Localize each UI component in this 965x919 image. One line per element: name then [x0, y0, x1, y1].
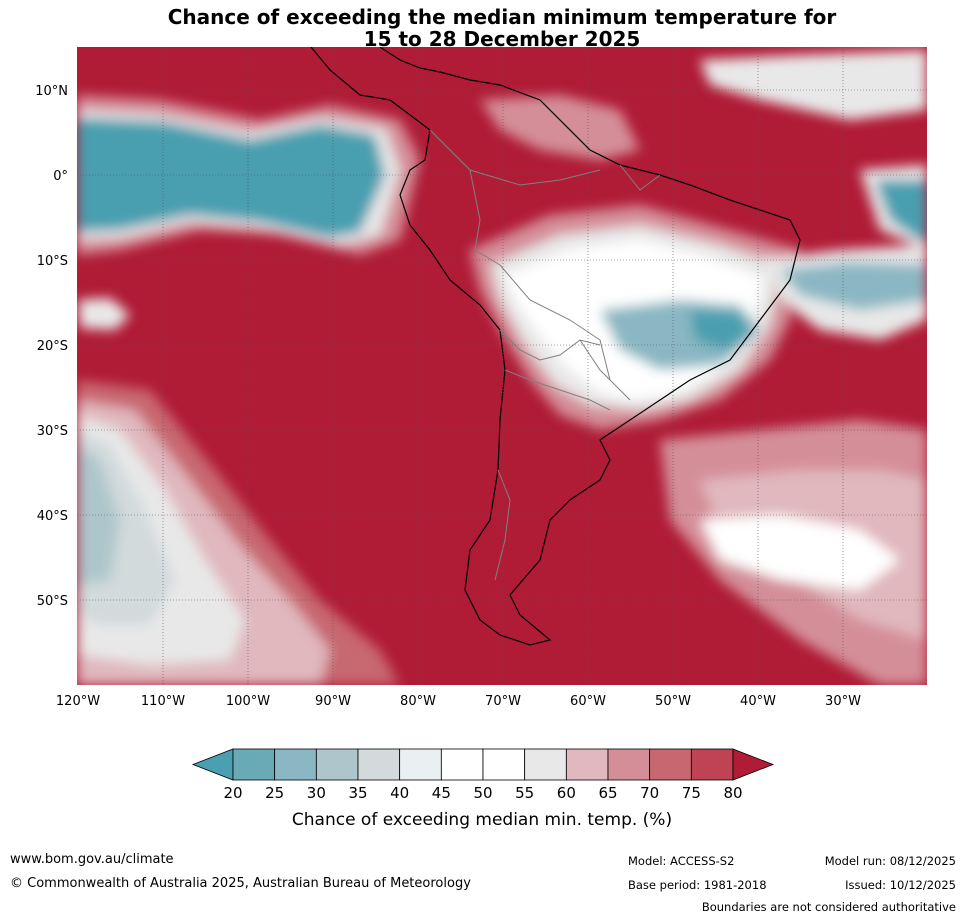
footer-model: Model: ACCESS-S2 [628, 854, 735, 868]
lon-tick-label: 80°W [400, 694, 436, 709]
map-title-line2: 15 to 28 December 2025 [363, 27, 641, 51]
footer-disclaimer: Boundaries are not considered authoritat… [701, 900, 956, 914]
colorbar-tick-label: 40 [390, 784, 409, 802]
colorbar: 20 25 30 35 40 45 50 55 60 65 70 75 80 [191, 748, 775, 802]
colorbar-segment [357, 748, 401, 781]
colorbar-segment [649, 748, 692, 781]
colorbar-tick-label: 35 [348, 784, 367, 802]
footer-copyright: © Commonwealth of Australia 2025, Austra… [10, 876, 471, 891]
country-borders [429, 129, 661, 581]
central-south-america-anomaly [470, 205, 800, 430]
colorbar-segment [607, 748, 651, 781]
colorbar-tick-label: 25 [265, 784, 284, 802]
lat-tick-label: 50°S [37, 594, 68, 609]
colorbar-tick-label: 50 [473, 784, 492, 802]
colorbar-segment [399, 748, 442, 781]
colorbar-tick-label: 75 [682, 784, 701, 802]
lon-tick-label: 50°W [655, 694, 691, 709]
lat-tick-label: 20°S [37, 339, 68, 354]
lon-tick-label: 120°W [56, 694, 100, 709]
colorbar-tick-label: 20 [223, 784, 242, 802]
colorbar-label: Chance of exceeding median min. temp. (%… [292, 810, 672, 830]
map-title-line1: Chance of exceeding the median minimum t… [167, 5, 837, 29]
map-field [77, 47, 927, 685]
gridlines [77, 47, 927, 685]
lon-tick-label: 90°W [315, 694, 351, 709]
colorbar-tick-label: 80 [723, 784, 742, 802]
colorbar-tick-label: 70 [640, 784, 659, 802]
lat-tick-labels: 10°N 0° 10°S 20°S 30°S 40°S 50°S [35, 84, 68, 609]
lat-tick-label: 10°N [35, 84, 68, 99]
footer-base-period: Base period: 1981-2018 [628, 878, 767, 892]
lat-tick-label: 0° [53, 169, 68, 184]
colorbar-tick-label: 55 [515, 784, 534, 802]
colorbar-segment [232, 748, 276, 781]
lon-tick-label: 110°W [141, 694, 185, 709]
colorbar-segment [274, 748, 317, 781]
colorbar-tick-label: 45 [432, 784, 451, 802]
lon-tick-label: 100°W [226, 694, 270, 709]
sw-pacific-anomaly [77, 380, 400, 685]
colorbar-arrow-high [732, 748, 775, 781]
colorbar-tick-label: 30 [307, 784, 326, 802]
lon-tick-label: 30°W [825, 694, 861, 709]
colorbar-segment [440, 748, 484, 781]
lon-tick-label: 40°W [740, 694, 776, 709]
coastlines [310, 47, 801, 646]
colorbar-tick-label: 60 [557, 784, 576, 802]
colorbar-segment [524, 748, 567, 781]
footer-model-run: Model run: 08/12/2025 [824, 854, 956, 868]
colorbar-segment [690, 748, 734, 781]
colorbar-arrow-low [191, 748, 234, 781]
lon-tick-labels: 120°W 110°W 100°W 90°W 80°W 70°W 60°W 50… [56, 694, 861, 709]
colorbar-segment [315, 748, 359, 781]
lat-tick-label: 40°S [37, 509, 68, 524]
atlantic-anomaly [480, 50, 927, 685]
footer-website: www.bom.gov.au/climate [10, 852, 174, 867]
colorbar-tick-label: 65 [598, 784, 617, 802]
colorbar-segment [565, 748, 609, 781]
lat-tick-label: 30°S [37, 424, 68, 439]
colorbar-segment [482, 748, 526, 781]
lat-tick-label: 10°S [37, 254, 68, 269]
lon-tick-label: 60°W [570, 694, 606, 709]
footer-issued: Issued: 10/12/2025 [845, 878, 956, 892]
lon-tick-label: 70°W [485, 694, 521, 709]
